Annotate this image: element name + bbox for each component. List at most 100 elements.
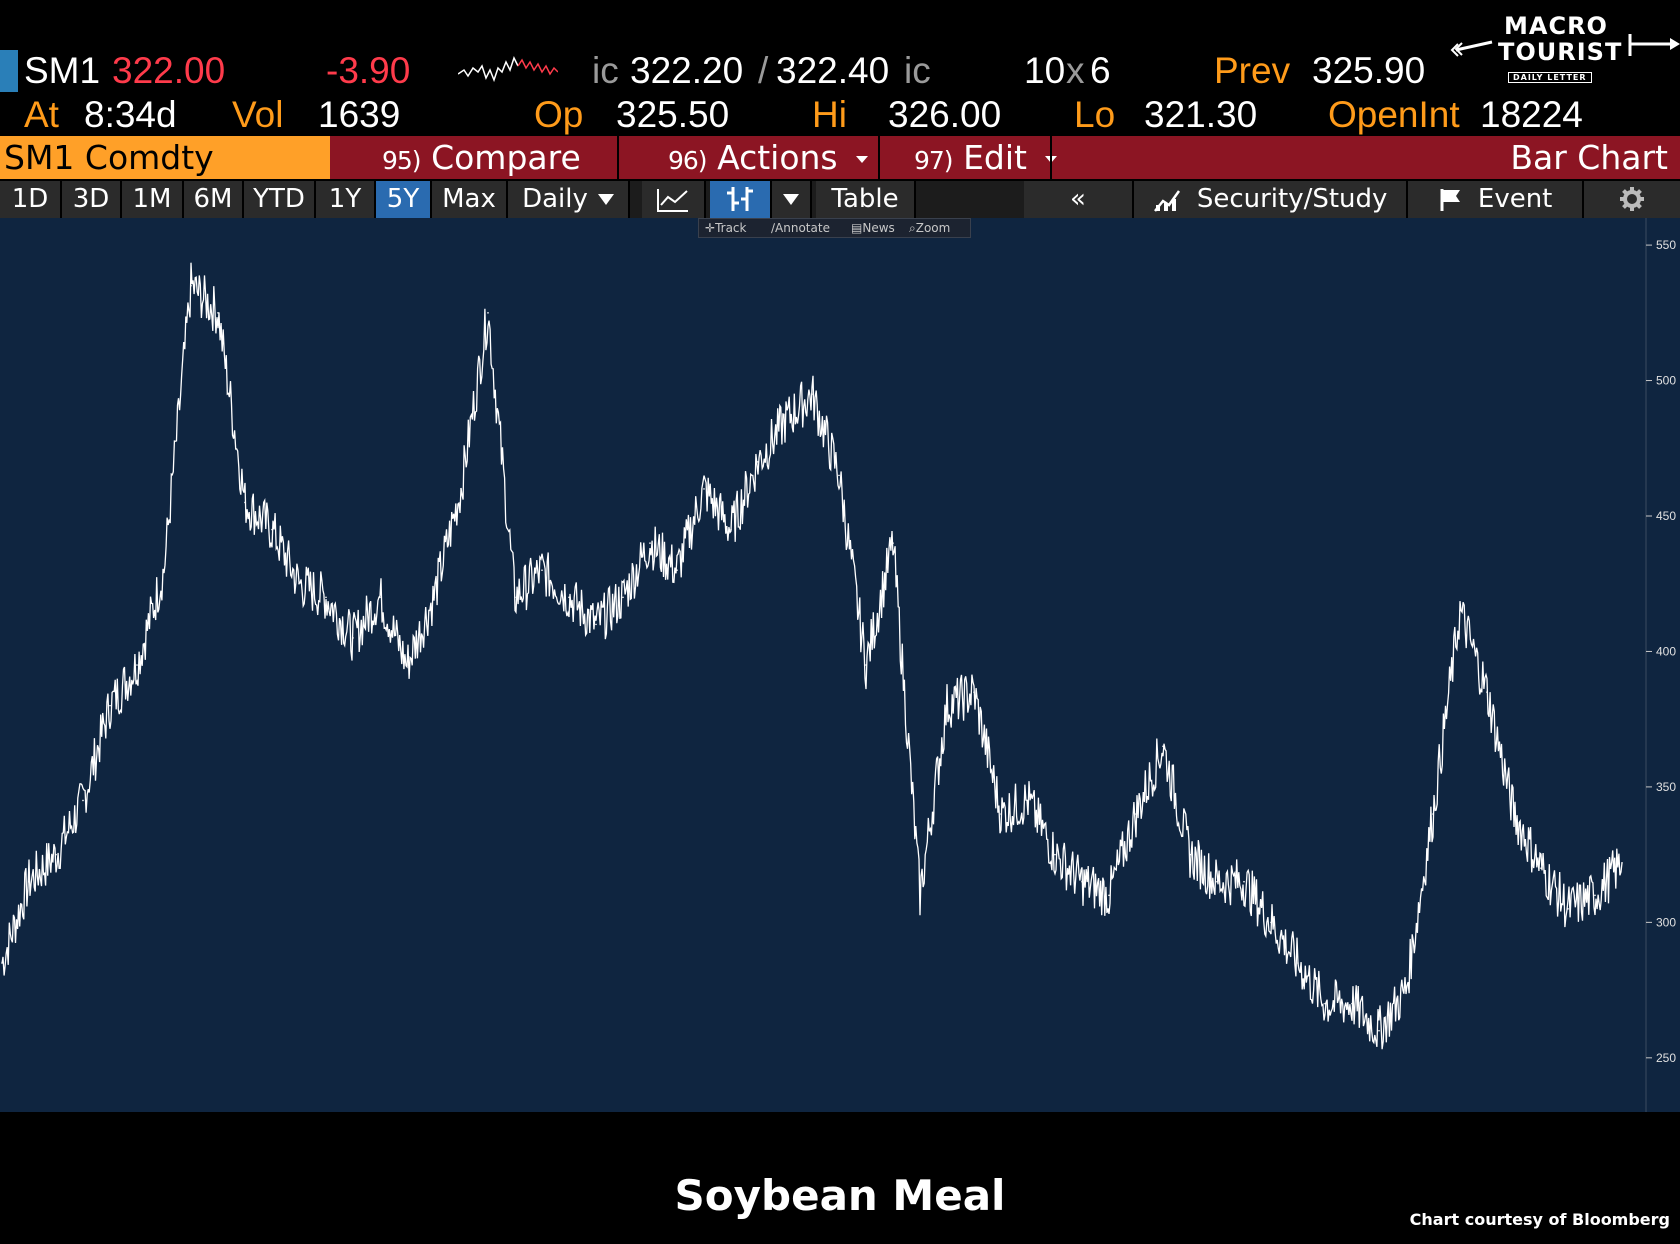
chevron-down-icon xyxy=(856,156,869,163)
price-point xyxy=(1324,1002,1326,1005)
logo-line-2: TOURIST xyxy=(1498,38,1623,66)
y-tick-label: 300 xyxy=(1656,915,1676,929)
chart-type-label[interactable]: Bar Chart xyxy=(1510,138,1668,177)
price-point xyxy=(460,488,462,490)
price-point xyxy=(55,853,57,856)
price-point xyxy=(136,664,138,666)
price-point xyxy=(1540,867,1542,869)
price-point xyxy=(811,393,813,395)
price-point xyxy=(433,596,435,599)
ask-size: 6 xyxy=(1090,50,1111,91)
price-point xyxy=(109,704,111,707)
security-study-label: Security/Study xyxy=(1196,184,1388,214)
chart-style-dropdown[interactable] xyxy=(772,181,812,218)
price-point xyxy=(1513,813,1515,815)
price-point xyxy=(838,474,840,477)
last-price: 322.00 xyxy=(112,50,226,91)
price-point xyxy=(1594,894,1596,897)
range-1m[interactable]: 1M xyxy=(122,181,184,218)
bar-chart-button[interactable] xyxy=(710,181,772,218)
price-point xyxy=(271,528,273,531)
price-point xyxy=(1270,921,1272,924)
price-point xyxy=(82,799,84,802)
security-study-button[interactable]: Security/Study xyxy=(1134,181,1408,218)
menu-divider xyxy=(878,136,880,179)
price-point xyxy=(1432,813,1434,815)
price-point xyxy=(946,704,948,707)
zoom-label: Zoom xyxy=(915,221,951,235)
logo-line-1: MACRO xyxy=(1504,12,1608,40)
range-max[interactable]: Max xyxy=(432,181,508,218)
open-label: Op xyxy=(534,94,584,135)
logo-line-3: DAILY LETTER xyxy=(1508,72,1592,83)
collapse-button[interactable]: « xyxy=(1024,181,1134,218)
chart-credit: Chart courtesy of Bloomberg xyxy=(1409,1210,1670,1229)
news-label: News xyxy=(862,221,895,235)
open-interest-label: OpenInt xyxy=(1328,94,1460,135)
quote-row-2: At 8:34d Vol 1639 Op 325.50 Hi 326.00 Lo… xyxy=(0,92,1680,138)
security-field[interactable]: SM1 Comdty xyxy=(0,136,330,179)
track-tool[interactable]: ✛ Track xyxy=(705,221,747,235)
y-tick-label: 450 xyxy=(1656,509,1676,523)
ticker-marker xyxy=(0,50,18,92)
annotate-tool[interactable]: ∕ Annotate xyxy=(771,221,830,235)
quote-row-1: SM1 322.00 -3.90 ic 322.20 / 322.40 ic 1… xyxy=(0,48,1680,94)
table-button[interactable]: Table xyxy=(816,181,916,218)
price-point xyxy=(1,962,3,964)
price-point xyxy=(649,542,651,544)
price-point xyxy=(757,461,759,463)
range-1d[interactable]: 1D xyxy=(0,181,62,218)
price-point xyxy=(1135,813,1137,815)
price-point xyxy=(1351,1002,1353,1005)
price-point xyxy=(919,894,921,897)
range-6m[interactable]: 6M xyxy=(184,181,244,218)
price-point xyxy=(1054,853,1056,856)
price-point xyxy=(784,420,786,422)
price-point xyxy=(676,569,678,571)
prev-label: Prev xyxy=(1214,50,1291,91)
range-5y[interactable]: 5Y xyxy=(376,181,432,218)
actions-number: 96) xyxy=(668,146,708,175)
y-tick-label: 500 xyxy=(1656,374,1676,388)
ticker[interactable]: SM1 xyxy=(24,50,101,91)
intraday-sparkline xyxy=(458,56,558,83)
price-point xyxy=(1000,813,1002,815)
price-point xyxy=(865,664,867,666)
ask-price: 322.40 xyxy=(776,50,890,91)
double-chevron-left-icon: « xyxy=(1070,184,1086,214)
range-1y[interactable]: 1Y xyxy=(316,181,376,218)
annotate-label: Annotate xyxy=(775,221,830,235)
event-button[interactable]: Event xyxy=(1408,181,1584,218)
low-price: 321.30 xyxy=(1144,94,1258,135)
arrow-icon xyxy=(1450,34,1680,57)
edit-menu[interactable]: 97) Edit xyxy=(914,136,1058,182)
high-label: Hi xyxy=(812,94,847,135)
settings-button[interactable] xyxy=(1584,181,1680,218)
range-3d[interactable]: 3D xyxy=(62,181,122,218)
zoom-tool[interactable]: ⌕ Zoom xyxy=(909,221,951,235)
price-point xyxy=(190,284,192,287)
price-point xyxy=(163,569,165,571)
compare-number: 95) xyxy=(382,146,422,175)
line-chart-button[interactable] xyxy=(642,181,706,218)
bid-prefix: ic xyxy=(592,50,619,91)
compare-button[interactable]: 95) Compare xyxy=(382,136,581,182)
frequency-dropdown[interactable]: Daily xyxy=(508,181,630,218)
price-point xyxy=(298,582,300,585)
range-ytd[interactable]: YTD xyxy=(244,181,316,218)
open-price: 325.50 xyxy=(616,94,730,135)
volume: 1639 xyxy=(318,94,401,135)
price-point xyxy=(1297,962,1299,964)
price-point xyxy=(622,596,624,599)
macro-tourist-logo: MACRO TOURIST DAILY LETTER xyxy=(1448,10,1680,90)
bid-price: 322.20 xyxy=(630,50,744,91)
quote-time: 8:34d xyxy=(84,94,177,135)
actions-label: Actions xyxy=(717,138,838,177)
edit-number: 97) xyxy=(914,146,954,175)
actions-menu[interactable]: 96) Actions xyxy=(668,136,869,182)
ask-suffix: ic xyxy=(904,50,931,91)
price-point xyxy=(892,542,894,544)
news-tool[interactable]: ▤ News xyxy=(851,221,895,235)
